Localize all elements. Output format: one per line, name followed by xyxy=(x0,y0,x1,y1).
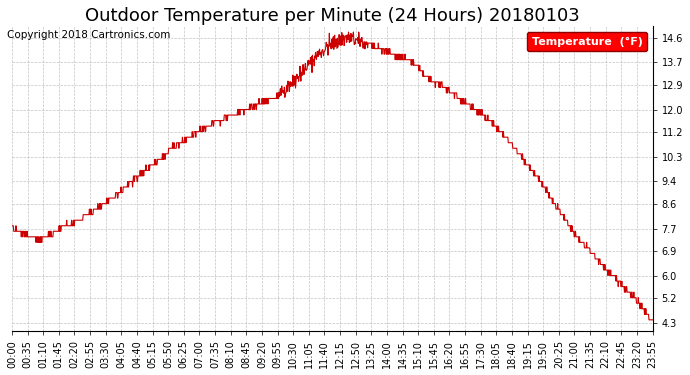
Line: Temperature  (°F): Temperature (°F) xyxy=(12,32,653,320)
Temperature  (°F) xyxy=(573,235,581,239)
Temperature  (°F) xyxy=(150,163,159,167)
Temperature  (°F) xyxy=(516,152,524,156)
Text: Copyright 2018 Cartronics.com: Copyright 2018 Cartronics.com xyxy=(7,30,170,40)
Legend: Temperature  (°F): Temperature (°F) xyxy=(527,32,647,51)
Temperature  (°F) xyxy=(135,174,143,178)
Temperature  (°F) xyxy=(222,118,230,123)
Temperature  (°F) xyxy=(8,224,16,228)
Temperature  (°F) xyxy=(645,318,653,322)
Title: Outdoor Temperature per Minute (24 Hours) 20180103: Outdoor Temperature per Minute (24 Hours… xyxy=(85,7,580,25)
Temperature  (°F) xyxy=(649,318,657,322)
Temperature  (°F) xyxy=(344,30,353,34)
Temperature  (°F) xyxy=(433,80,441,84)
